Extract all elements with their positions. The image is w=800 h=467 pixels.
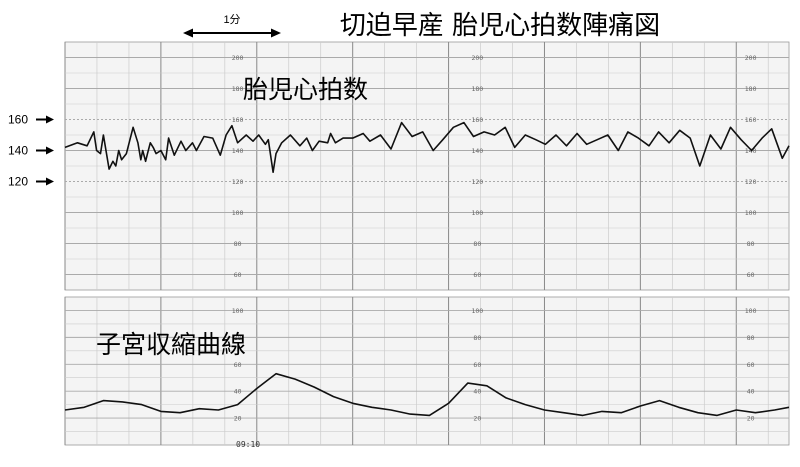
fhr-grid-number: 140 (232, 147, 244, 155)
fhr-grid-number: 180 (745, 85, 757, 93)
fhr-grid-number: 140 (745, 147, 757, 155)
uc-section-label: 子宮収縮曲線 (96, 330, 246, 359)
fhr-grid-number: 60 (473, 271, 481, 279)
time-scale-arrowhead-right (271, 28, 281, 38)
fhr-plot (64, 121, 790, 173)
uc-grid-number: 40 (473, 388, 481, 396)
uc-grid-number: 80 (747, 334, 755, 342)
time-scale-label: 1分 (223, 13, 240, 26)
uc-grid-number: 20 (234, 415, 242, 423)
fhr-grid-number: 160 (745, 116, 757, 124)
uc-paper (64, 296, 790, 446)
reference-arrowhead (46, 177, 54, 186)
time-scale: 1分 (183, 13, 281, 38)
fhr-grid-number: 100 (471, 209, 483, 217)
reference-label-140: 140 (8, 144, 28, 158)
grid (64, 42, 789, 445)
uc-grid-number: 60 (747, 361, 755, 369)
fhr-grid-number: 80 (234, 240, 242, 248)
fhr-grid-number: 180 (471, 85, 483, 93)
uc-grid-number: 40 (234, 388, 242, 396)
uc-plot (64, 372, 790, 417)
fhr-grid-number: 200 (745, 54, 757, 62)
fhr-grid-number: 140 (471, 147, 483, 155)
uc-grid-number: 100 (471, 307, 483, 315)
reference-label-160: 160 (8, 113, 28, 127)
uc-grid-number: 60 (473, 361, 481, 369)
fhr-grid-number: 80 (473, 240, 481, 248)
uc-grid-number: 100 (745, 307, 757, 315)
fhr-grid-number: 60 (234, 271, 242, 279)
uc-grid-number: 60 (234, 361, 242, 369)
fhr-series-line (64, 121, 790, 173)
uc-grid-number: 20 (747, 415, 755, 423)
uc-grid-number: 100 (232, 307, 244, 315)
fhr-grid-number: 100 (232, 209, 244, 217)
uc-grid-number: 20 (473, 415, 481, 423)
fhr-grid-number: 200 (471, 54, 483, 62)
fhr-section-label: 胎児心拍数 (243, 75, 368, 104)
fhr-grid-number: 100 (745, 209, 757, 217)
fhr-grid-number: 120 (232, 178, 244, 186)
uc-series-line (64, 372, 790, 417)
uc-grid-number: 80 (234, 334, 242, 342)
fhr-grid-number: 200 (232, 54, 244, 62)
fhr-grid-number: 120 (745, 178, 757, 186)
reference-arrowhead (46, 115, 54, 124)
reference-label-120: 120 (8, 175, 28, 189)
fhr-grid-number: 160 (471, 116, 483, 124)
chart-title: 切迫早産 胎児心拍数陣痛図 (340, 11, 660, 41)
fhr-grid-number: 60 (747, 271, 755, 279)
uc-grid-number: 40 (747, 388, 755, 396)
timestamp-label: 09:10 (236, 440, 260, 449)
grid-numbers: 200 180 160 140 120 100 80 60 100 80 60 40 20 200 180 1… (232, 54, 757, 423)
fhr-grid-number: 120 (471, 178, 483, 186)
reference-arrowhead (46, 146, 54, 155)
reference-labels: 160 140 120 (8, 113, 54, 189)
fhr-grid-number: 80 (747, 240, 755, 248)
uc-grid-number: 80 (473, 334, 481, 342)
time-scale-arrowhead-left (183, 28, 193, 38)
fhr-grid-number: 180 (232, 85, 244, 93)
fhr-grid-number: 160 (232, 116, 244, 124)
